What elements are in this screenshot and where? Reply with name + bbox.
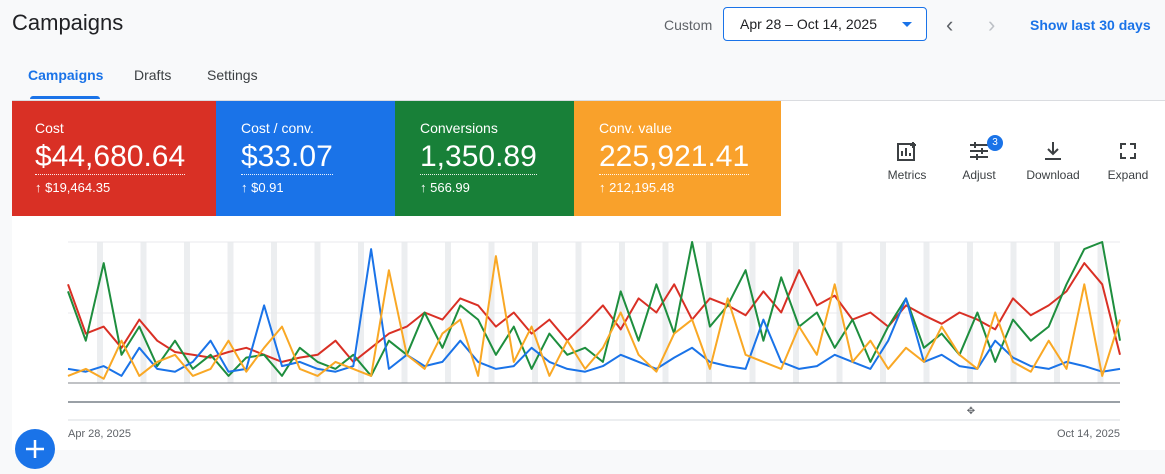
- adjust-icon: [970, 142, 988, 160]
- series-line: [67, 255, 1121, 380]
- metrics-icon: [897, 142, 916, 161]
- card-value: 225,921.41: [599, 140, 750, 175]
- date-range: Apr 28 – Oct 14, 2025: [740, 16, 877, 32]
- card-value: $33.07: [241, 140, 333, 175]
- tool-button[interactable]: Metrics: [872, 140, 942, 182]
- card-value: $44,680.64: [35, 140, 186, 175]
- tool-label: Adjust: [962, 168, 996, 182]
- card-label: Conversions: [420, 120, 498, 136]
- period-label: Custom: [664, 17, 713, 33]
- series-line: [67, 241, 1121, 377]
- page-title: Campaigns: [12, 10, 124, 35]
- card-label: Cost / conv.: [241, 120, 314, 136]
- tab[interactable]: Drafts: [134, 67, 172, 83]
- next-button[interactable]: ›: [988, 12, 996, 37]
- scorecard[interactable]: Cost / conv. $33.07 ↑ $0.91: [216, 101, 395, 216]
- card-label: Conv. value: [599, 120, 672, 136]
- tool-button[interactable]: Download: [1018, 140, 1088, 182]
- x-tick-label: Apr 28, 2025: [68, 428, 131, 440]
- tool-label: Metrics: [887, 168, 927, 182]
- expand-icon: [1120, 143, 1136, 159]
- page: {"header": {"title": "Campaigns", "perio…: [12, 7, 1165, 469]
- scorecard[interactable]: Conversions 1,350.89 ↑ 566.99: [395, 101, 574, 216]
- prev-button[interactable]: ‹: [946, 12, 954, 37]
- card-change: ↑ 566.99: [420, 180, 470, 195]
- tool-label: Download: [1026, 168, 1080, 182]
- download-icon: [1045, 142, 1061, 160]
- tool-button[interactable]: Adjust: [944, 140, 1014, 182]
- add-button[interactable]: [15, 429, 55, 469]
- scorecard[interactable]: Conv. value 225,921.41 ↑ 212,195.48: [574, 101, 781, 216]
- series-line: [67, 248, 1121, 377]
- tab-indicator: [30, 96, 100, 99]
- chart: ✥ Apr 28, 2025 Oct 14, 2025: [67, 241, 1121, 440]
- card-change: ↑ $19,464.35: [35, 180, 111, 195]
- x-tick-label: Oct 14, 2025: [1057, 428, 1120, 440]
- plus-icon: [26, 440, 44, 458]
- date-range-picker[interactable]: Apr 28 – Oct 14, 2025: [723, 7, 927, 41]
- card-change: ↑ $0.91: [241, 180, 284, 195]
- scorecard[interactable]: Cost $44,680.64 ↑ $19,464.35: [12, 101, 216, 216]
- tab[interactable]: Campaigns: [28, 67, 104, 83]
- dropdown-caret: [902, 22, 912, 27]
- scrubber-handle[interactable]: ✥: [967, 406, 975, 417]
- tab[interactable]: Settings: [207, 67, 258, 83]
- tool-label: Expand: [1107, 168, 1149, 182]
- shortcut-link[interactable]: Show last 30 days: [1030, 17, 1151, 33]
- card-change: ↑ 212,195.48: [599, 180, 675, 195]
- card-label: Cost: [35, 120, 64, 136]
- series-line: [67, 262, 1121, 363]
- tool-button[interactable]: Expand: [1093, 140, 1163, 182]
- badge: 3: [987, 135, 1003, 151]
- card-value: 1,350.89: [420, 140, 537, 175]
